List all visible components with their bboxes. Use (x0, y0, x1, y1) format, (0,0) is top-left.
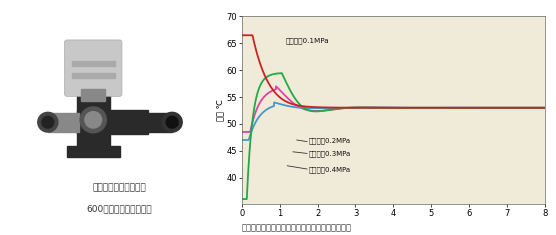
Circle shape (85, 112, 102, 128)
Bar (67, 146, 120, 157)
Text: 进水压力0.3MPa: 进水压力0.3MPa (308, 150, 350, 157)
Text: 日本进口电子膨胀水阀: 日本进口电子膨胀水阀 (93, 184, 146, 192)
Text: 进水压力0.2MPa: 进水压力0.2MPa (308, 138, 350, 144)
Circle shape (38, 112, 58, 132)
Text: 进水压力0.4MPa: 进水压力0.4MPa (308, 166, 350, 173)
Bar (72, 73, 115, 78)
Bar (72, 61, 115, 66)
Circle shape (80, 107, 106, 133)
Bar (48, 113, 79, 132)
Text: 柔性应对水压变化，水温始终稳定在设定出水温度: 柔性应对水压变化，水温始终稳定在设定出水温度 (242, 224, 352, 233)
Bar (77, 110, 148, 134)
Bar (143, 113, 172, 132)
Text: 600级精确调节出水温度: 600级精确调节出水温度 (87, 205, 152, 214)
Y-axis label: 温度 ℃: 温度 ℃ (216, 99, 225, 121)
Circle shape (42, 116, 54, 128)
Text: 进水压力0.1MPa: 进水压力0.1MPa (285, 37, 329, 44)
FancyBboxPatch shape (64, 40, 122, 96)
Circle shape (166, 116, 178, 128)
Circle shape (162, 112, 182, 132)
Bar (81, 89, 105, 101)
Bar (77, 87, 110, 153)
